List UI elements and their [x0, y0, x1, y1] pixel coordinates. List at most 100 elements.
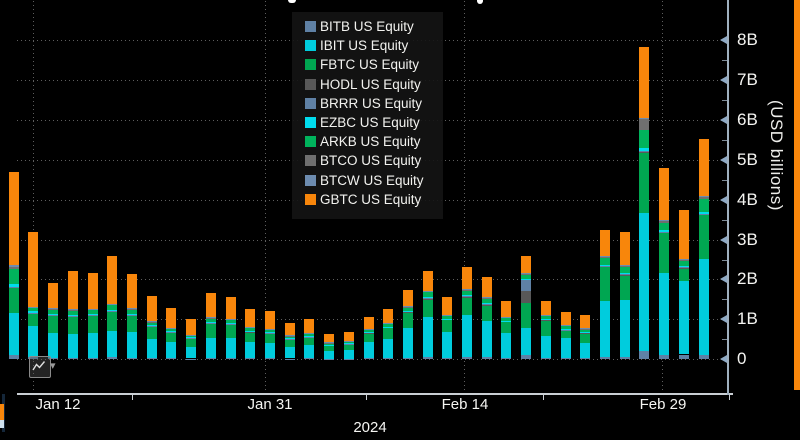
y-tick-minor: [722, 139, 727, 141]
bar-segment: [225, 324, 236, 325]
y-tick-minor: [722, 179, 727, 181]
bar-segment: [462, 357, 472, 360]
bar-segment: [560, 311, 571, 325]
bar-segment: [8, 171, 19, 266]
bar-segment: [343, 350, 354, 359]
bar-segment: [67, 357, 78, 360]
bar-segment: [107, 357, 118, 360]
bar-segment: [422, 292, 433, 297]
bar-segment: [619, 264, 630, 266]
bar-segment: [107, 311, 118, 313]
chart-type-button[interactable]: [29, 356, 51, 378]
bar-segment: [481, 305, 492, 322]
bar-segment: [659, 273, 670, 356]
bar-segment: [402, 311, 413, 313]
bar-segment: [442, 296, 453, 315]
bar-segment: [600, 267, 610, 301]
bar-segment: [383, 327, 394, 339]
bar-segment: [580, 342, 591, 359]
bar-segment: [501, 301, 512, 317]
bar-segment: [402, 327, 413, 358]
bar-segment: [560, 330, 571, 339]
bar-segment: [126, 331, 137, 358]
bar-segment: [343, 344, 354, 351]
bar-segment: [698, 139, 709, 197]
bar-segment: [205, 293, 216, 318]
legend-item-gbtc[interactable]: GBTC US Equity: [292, 190, 443, 209]
bar-segment: [639, 118, 650, 131]
legend-item-brrr[interactable]: BRRR US Equity: [292, 94, 443, 113]
bar-segment: [521, 275, 532, 280]
bar-segment: [619, 274, 630, 276]
legend-item-arkb[interactable]: ARKB US Equity: [292, 132, 443, 151]
bar-segment: [639, 148, 650, 152]
bar-segment: [225, 319, 236, 324]
y-tick-minor: [722, 299, 727, 301]
y-tick-label: 7B: [737, 69, 758, 89]
bar-segment: [659, 355, 670, 360]
bar-segment: [698, 196, 709, 198]
bar-segment: [402, 306, 413, 311]
bar-segment: [245, 332, 256, 343]
bar-segment: [107, 255, 118, 304]
bar-segment: [659, 231, 670, 234]
bar-segment: [698, 211, 709, 214]
bar-segment: [442, 319, 453, 332]
bar-segment: [501, 317, 512, 321]
bar-segment: [442, 357, 453, 360]
bar-segment: [126, 313, 137, 315]
clipped-title-fragment: [288, 0, 296, 3]
y-tick-arrow: [720, 315, 727, 324]
bar-segment: [442, 331, 453, 358]
legend-item-btcw[interactable]: BTCW US Equity: [292, 171, 443, 190]
bar-segment: [87, 316, 98, 333]
bar-segment: [580, 315, 591, 329]
bar-segment: [402, 289, 413, 306]
bar-segment: [659, 223, 670, 230]
bar-segment: [540, 357, 551, 360]
legend-item-ezbc[interactable]: EZBC US Equity: [292, 113, 443, 132]
bar-segment: [205, 323, 216, 338]
bar-segment: [146, 358, 157, 360]
legend-item-ibit[interactable]: IBIT US Equity: [292, 36, 443, 55]
legend-swatch: [305, 59, 316, 71]
bar-segment: [402, 357, 413, 360]
chevron-down-icon[interactable]: ▾: [50, 360, 56, 372]
bar-segment: [264, 342, 275, 359]
legend-item-btco[interactable]: BTCO US Equity: [292, 151, 443, 170]
bar-segment: [422, 297, 433, 298]
bar-segment: [107, 310, 118, 311]
legend-item-hodl[interactable]: HODL US Equity: [292, 75, 443, 94]
bar-segment: [600, 265, 610, 266]
bar-segment: [87, 332, 98, 358]
bar-segment: [324, 345, 334, 351]
v-gridline: [464, 0, 465, 394]
bar-segment: [560, 358, 571, 360]
bar-segment: [639, 153, 650, 214]
legend-label: BTCO US Equity: [320, 153, 422, 169]
bar-segment: [205, 318, 216, 323]
bar-segment: [8, 283, 19, 288]
bar-segment: [28, 307, 39, 312]
legend-item-fbtc[interactable]: FBTC US Equity: [292, 55, 443, 74]
legend-item-bitb[interactable]: BITB US Equity: [292, 17, 443, 36]
bar-segment: [67, 333, 78, 358]
v-gridline: [33, 0, 34, 394]
bar-segment: [48, 282, 58, 309]
legend-swatch: [305, 78, 316, 90]
bar-segment: [343, 341, 354, 344]
bar-segment: [402, 305, 413, 307]
bar-segment: [560, 325, 571, 327]
bar-segment: [166, 342, 177, 359]
bar-segment: [186, 346, 196, 359]
bar-segment: [600, 301, 610, 357]
bar-segment: [48, 314, 58, 316]
bar-segment: [146, 338, 157, 359]
chart-legend: BITB US Equity IBIT US Equity FBTC US Equi…: [292, 12, 443, 219]
bar-segment: [363, 316, 374, 329]
legend-label: IBIT US Equity: [320, 38, 409, 54]
bar-segment: [48, 357, 58, 360]
bar-segment: [8, 265, 19, 267]
bar-segment: [580, 358, 591, 360]
x-tick-label: Jan 12: [35, 396, 81, 413]
